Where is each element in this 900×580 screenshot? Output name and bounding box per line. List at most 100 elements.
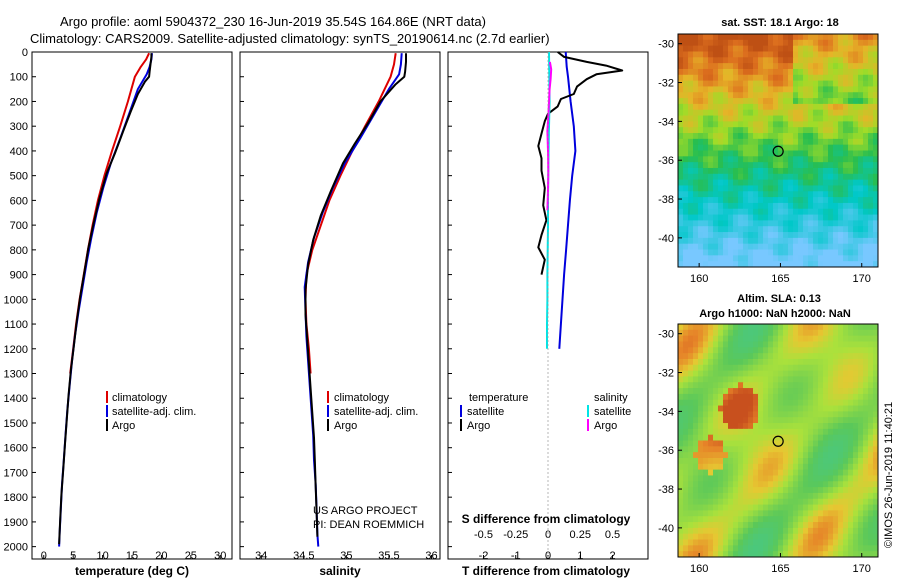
map-cell [743,440,749,447]
map-cell [848,179,854,186]
map-cell [773,202,779,210]
map-cell [798,358,804,366]
map-cell [718,127,724,134]
map-cell [828,179,834,186]
map-cell [683,150,689,157]
map-cell [848,533,854,541]
map-cell [823,173,829,181]
map-cell [703,399,709,407]
map-cell [753,335,759,342]
map-cell [773,382,779,389]
map-cell [803,539,809,546]
map-cell [683,208,689,216]
map-cell [858,98,864,105]
map-cell [858,498,864,506]
map-cell [783,34,789,41]
map-cell [813,261,819,268]
map-cell [828,57,834,64]
map-cell [803,202,809,210]
map-cell [748,249,754,256]
map-cell [693,463,699,471]
map-cell [733,237,739,245]
map-cell [703,504,709,511]
map-cell [813,423,819,430]
map-cell [758,185,764,192]
map-cell [763,545,769,552]
map-cell [783,492,789,500]
map-cell [678,492,684,500]
map-cell [818,504,824,511]
map-cell [693,92,699,99]
map-cell [858,45,864,52]
map-cell [678,156,684,163]
map-cell [823,510,829,517]
map-cell [803,103,809,111]
map-cell [783,208,789,216]
map-cell [868,533,874,541]
map-cell [783,417,789,424]
map-cell [748,237,754,245]
map-cell [788,522,794,529]
map-cell [808,162,814,169]
map-cell [768,376,774,383]
map-cell [778,545,784,552]
map-cell [723,156,729,163]
map-cell [823,446,829,453]
map-cell [863,492,869,500]
map-cell [788,388,794,395]
map-cell [723,423,729,430]
map-cell [778,103,784,111]
map-cell [688,103,694,111]
map-cell [863,103,869,111]
map-cell [788,179,794,186]
map-cell [803,109,809,117]
map-cell [868,34,874,41]
map-cell [743,214,749,221]
x-tick-label: 30 [214,550,226,562]
map-cell [838,492,844,500]
map-cell [763,428,769,436]
map-cell [823,358,829,366]
map-cell [783,103,789,111]
map-cell [838,243,844,251]
map-cell [743,191,749,198]
map-cell [703,469,709,476]
map-cell [743,237,749,245]
map-cell [683,121,689,128]
map-cell [698,121,704,128]
map-cell [733,347,739,354]
map-cell [848,504,854,511]
map-cell [843,226,849,233]
map-cell [843,498,849,506]
map-cell [763,34,769,41]
map-cell [873,68,879,76]
map-cell [743,545,749,552]
map-cell [708,57,714,64]
map-cell [863,197,869,204]
map-cell [763,492,769,500]
map-cell [773,353,779,360]
map-cell [868,370,874,377]
map-cell [723,487,729,494]
map-cell [828,34,834,41]
map-cell [828,393,834,401]
map-cell [873,423,879,430]
map-cell [748,446,754,453]
map-cell [693,545,699,552]
map-cell [788,446,794,453]
map-cell [708,39,714,47]
map-cell [833,522,839,529]
map-cell [688,57,694,64]
map-cell [803,51,809,58]
map-cell [723,504,729,511]
map-cell [733,481,739,488]
map-cell [678,92,684,99]
map-cell [843,156,849,163]
map-cell [763,214,769,221]
map-cell [698,469,704,476]
map-cell [693,208,699,216]
map-cell [863,539,869,546]
map-cell [868,335,874,342]
map-cell [828,516,834,523]
map-cell [873,452,879,459]
